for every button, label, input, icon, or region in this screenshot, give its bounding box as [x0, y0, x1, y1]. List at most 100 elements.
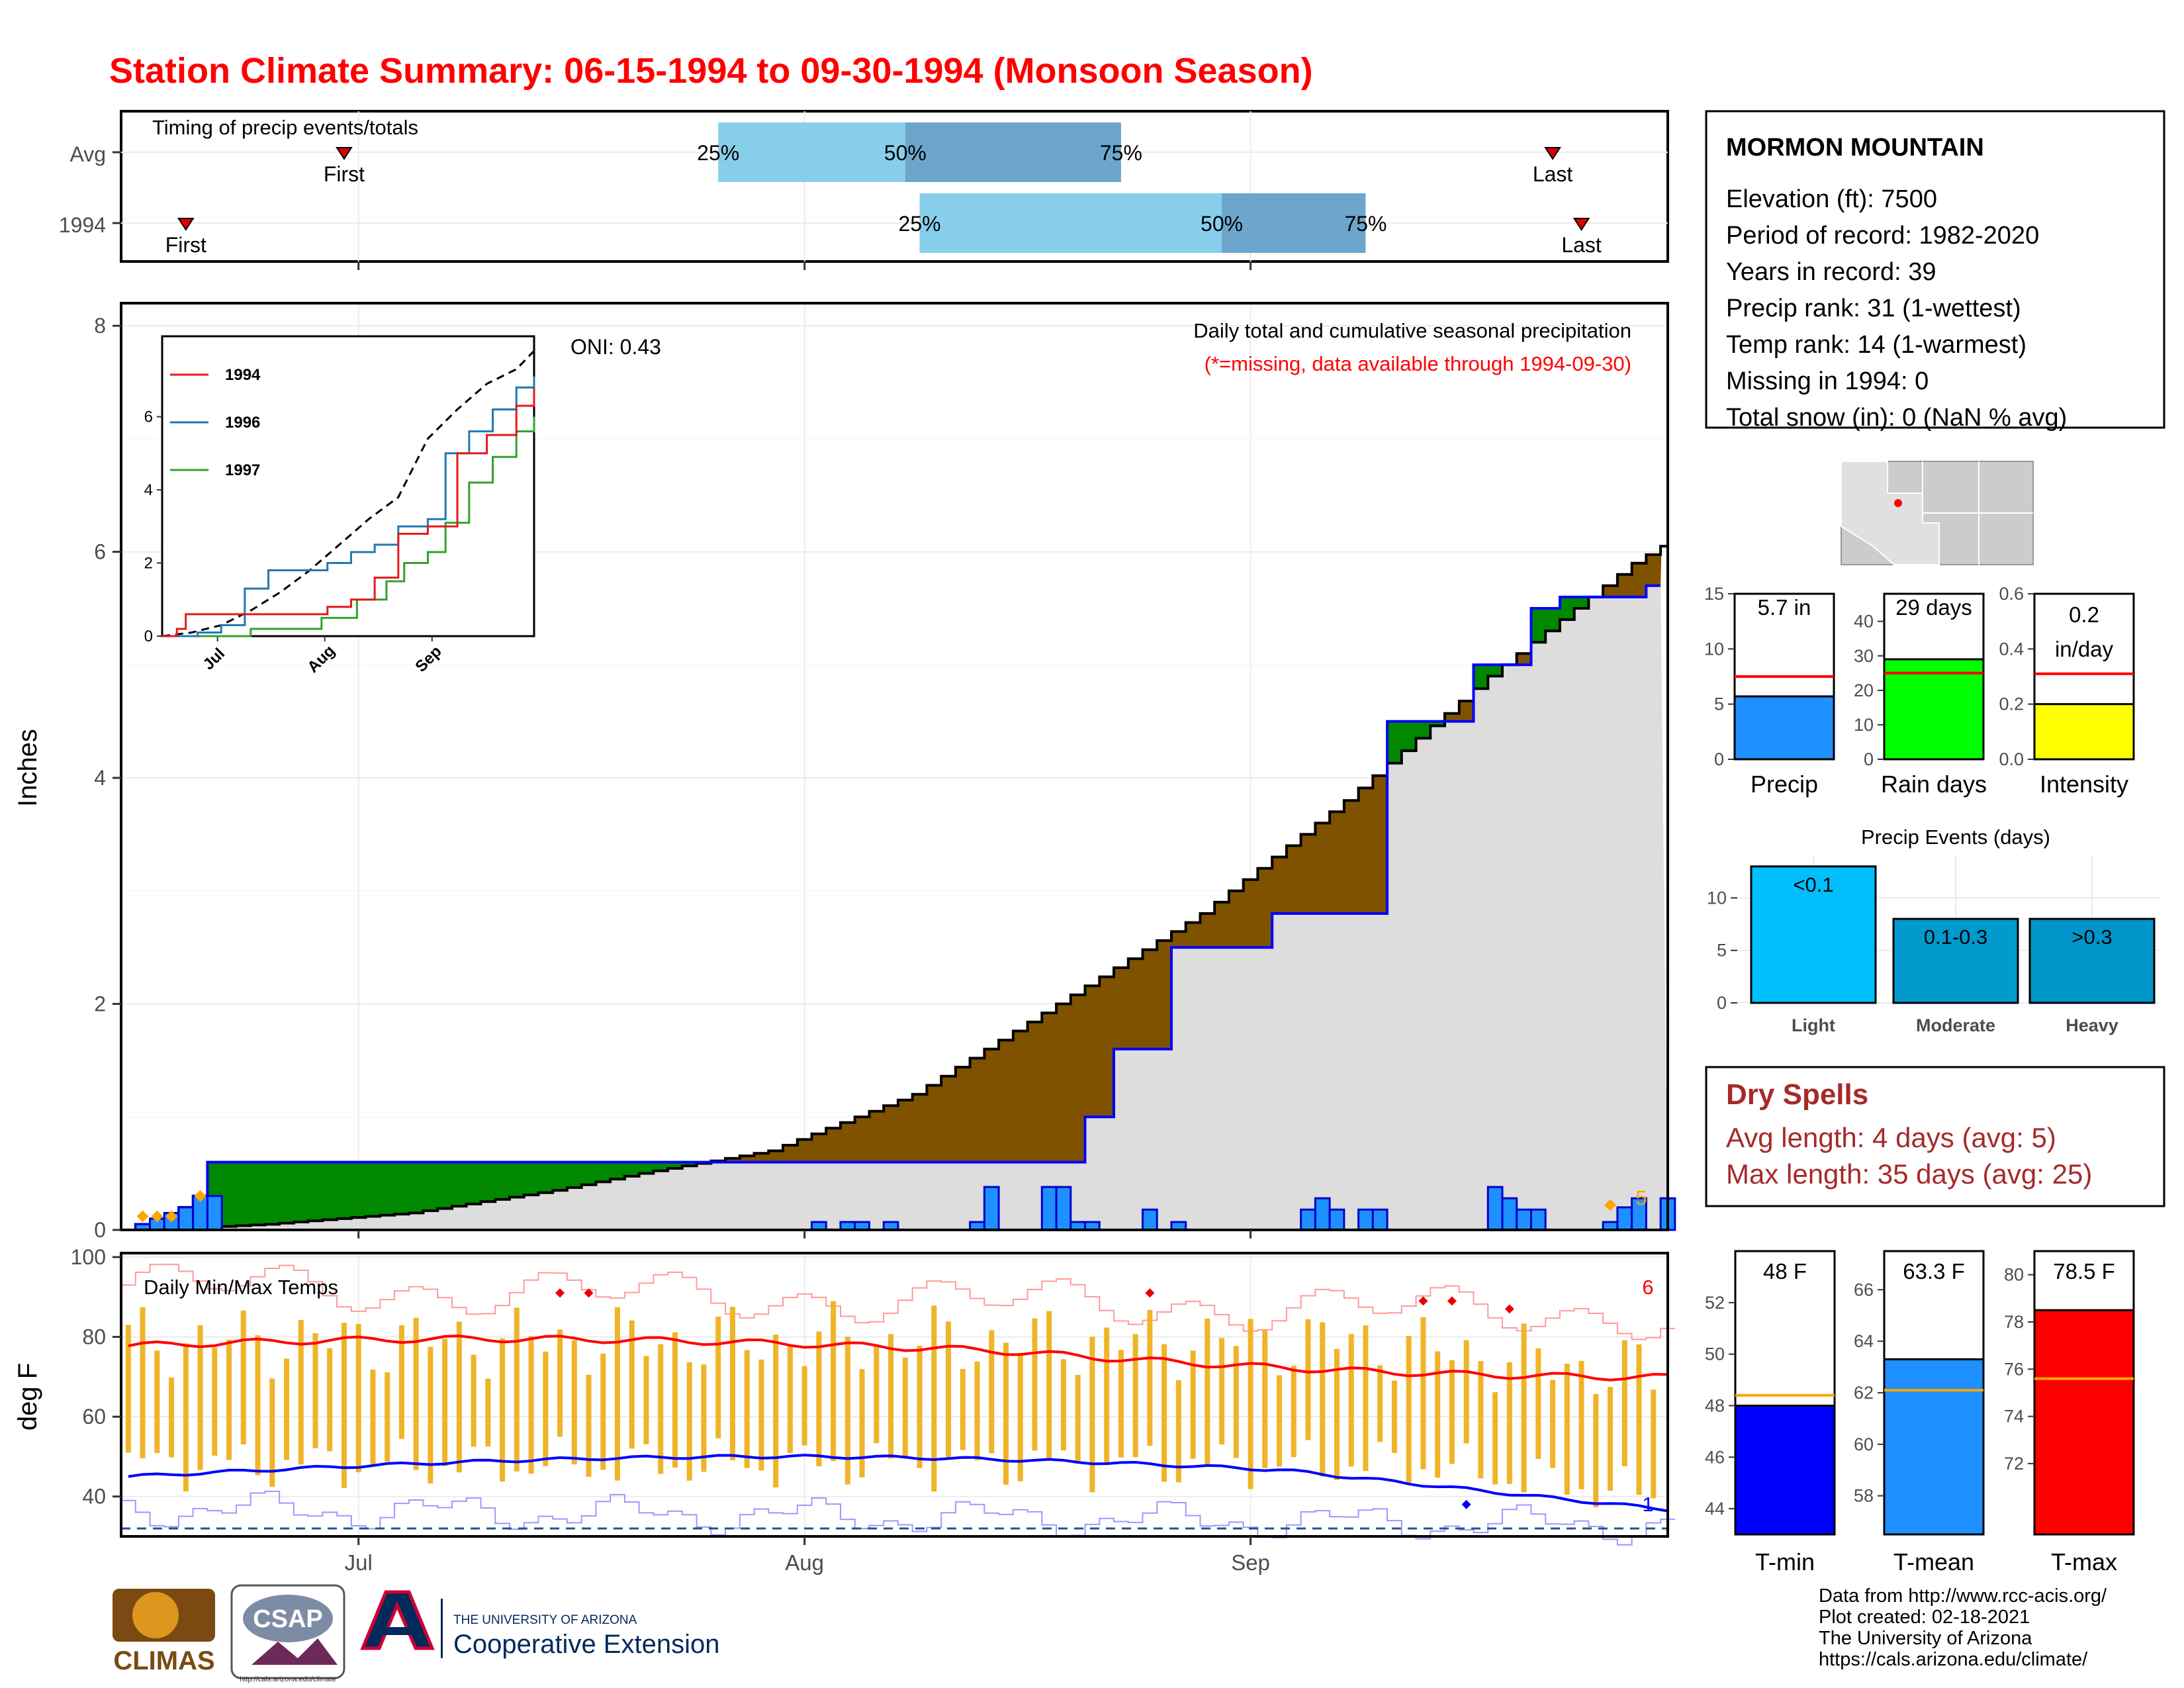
temp-bar-tick-label: 50 [1705, 1344, 1725, 1364]
temp-y-tick-label: 40 [82, 1485, 106, 1509]
daily-precip-bar [206, 1195, 223, 1231]
mini-bar-chart-intensity: 0.0 0.2 0.4 0.6 0.2 in/day Intensity [1999, 584, 2135, 798]
temp-y-label: deg F [13, 1363, 42, 1430]
daily-temp-bar [557, 1329, 563, 1437]
temp-bar-chart-t-max: 72 74 76 78 80 78.5 F T-max [2004, 1250, 2135, 1575]
daily-temp-bar [385, 1372, 390, 1462]
footer-line-1: Data from http://www.rcc-acis.org/ [1819, 1585, 2107, 1607]
daily-temp-bar [1478, 1361, 1484, 1479]
daily-temp-bar [859, 1369, 865, 1477]
dry-spells-max: Max length: 35 days (avg: 25) [1726, 1158, 2092, 1190]
observed-cumulative-line [121, 584, 1661, 1231]
temp-y-tick-label: 60 [82, 1405, 106, 1429]
daily-temp-bar [1190, 1350, 1196, 1459]
event-bar-label: >0.3 [2071, 925, 2112, 949]
inset-legend-label: 1997 [225, 461, 260, 479]
month-label: Sep [1231, 1550, 1270, 1575]
daily-temp-bar [672, 1332, 678, 1468]
daily-temp-bar [701, 1364, 707, 1472]
daily-temp-bar [1104, 1327, 1110, 1465]
daily-temp-bar [125, 1325, 131, 1453]
temp-bar-tick-label: 66 [1854, 1280, 1874, 1299]
timing-last-marker [1572, 218, 1590, 231]
mini-bar-tick-label: 0.0 [1999, 749, 2024, 769]
locator-map [1841, 461, 2034, 565]
daily-temp-bar [816, 1331, 822, 1467]
daily-temp-bar [1377, 1365, 1383, 1442]
daily-temp-bar [1406, 1336, 1412, 1483]
daily-temp-bar [1132, 1334, 1138, 1458]
dry-spells-avg: Avg length: 4 days (avg: 5) [1726, 1122, 2056, 1153]
events-tick-label: 5 [1717, 941, 1727, 961]
daily-temp-bar [543, 1351, 549, 1466]
station-location-dot [1894, 499, 1902, 507]
daily-temp-bar [1391, 1380, 1397, 1453]
daily-temp-bar [355, 1324, 361, 1473]
csap-logo-url: http://cals.arizona.edu/climate [240, 1675, 336, 1683]
daily-temp-bar [1506, 1362, 1512, 1484]
timing-bar-50-75 [905, 122, 1121, 182]
daily-temp-bar [442, 1338, 448, 1466]
event-category-label: Moderate [1916, 1015, 1995, 1035]
station-info-box: MORMON MOUNTAIN Elevation (ft): 7500 Per… [1705, 110, 2165, 432]
precip-y-tick-label: 2 [94, 992, 106, 1016]
daily-precip-bar [1486, 1186, 1504, 1231]
daily-temp-bar [327, 1348, 333, 1452]
daily-temp-bar [428, 1346, 433, 1484]
daily-temp-bar [197, 1325, 203, 1470]
daily-temp-bar [615, 1307, 621, 1481]
events-tick-label: 0 [1717, 993, 1727, 1013]
avg-cumulative-line [121, 545, 1668, 1231]
temp-bar-value [1883, 1358, 1985, 1536]
precip-y-tick-label: 8 [94, 314, 106, 338]
record-high-line [121, 1264, 1675, 1340]
daily-temp-bar [1334, 1348, 1340, 1480]
precip-y-tick-label: 6 [94, 540, 106, 564]
timing-row-avg-label: Avg [69, 142, 106, 166]
daily-temp-bar [1175, 1380, 1181, 1483]
daily-temp-bar [801, 1366, 807, 1446]
month-axis-labels: Jul Aug Sep [345, 1536, 1270, 1575]
daily-temp-bar [931, 1305, 937, 1492]
station-snow: Total snow (in): 0 (NaN % avg) [1726, 404, 2067, 432]
mini-bar-tick-label: 10 [1854, 715, 1874, 735]
mini-bar-tick-label: 30 [1854, 646, 1874, 666]
mini-bar-tick-label: 15 [1704, 584, 1724, 604]
daily-temp-bar [902, 1358, 908, 1459]
precip-panel: 0 2 4 6 8 Inches Daily total and cumulative … [13, 302, 1676, 1242]
inset-1996-line [162, 376, 535, 637]
daily-temp-bar [831, 1301, 837, 1462]
timing-first-marker [177, 218, 195, 231]
daily-temp-bar [1521, 1323, 1527, 1493]
mini-bar-chart-rain-days: 0 10 20 30 40 29 days Rain days [1854, 592, 1987, 798]
daily-precip-bar [1328, 1208, 1345, 1231]
daily-temp-bar [1593, 1393, 1599, 1507]
event-bar-moderate [1892, 917, 2019, 1004]
mini-bar-value-unit: in/day [2055, 637, 2114, 661]
event-bar-label: 0.1-0.3 [1924, 925, 1988, 949]
timing-first-label: First [324, 162, 365, 186]
temp-bar-tick-label: 80 [2004, 1265, 2024, 1285]
timing-row-1994-label: 1994 [59, 213, 106, 237]
daily-temp-bar [1017, 1352, 1023, 1481]
footer-line-4: https://cals.arizona.edu/climate/ [1819, 1649, 2088, 1670]
daily-temp-bar [1636, 1344, 1642, 1495]
daily-temp-bar [1492, 1392, 1498, 1485]
mini-bar-tick-label: 0.6 [1999, 584, 2024, 604]
mini-bar-value-label: 29 days [1895, 595, 1972, 620]
daily-temp-bar [1420, 1317, 1426, 1470]
temp-bar-tick-label: 64 [1854, 1331, 1874, 1351]
timing-bar-25-50 [919, 193, 1222, 253]
csap-logo: CSAP http://cals.arizona.edu/climate [230, 1584, 345, 1683]
daily-precip-bar [1529, 1208, 1547, 1231]
daily-temp-bar [874, 1346, 880, 1444]
ua-logo-big: Cooperative Extension [453, 1630, 719, 1659]
daily-temp-bar [974, 1361, 980, 1461]
daily-temp-bar [212, 1347, 218, 1456]
daily-temp-bar [960, 1369, 966, 1450]
temp-title: Daily Min/Max Temps [144, 1276, 338, 1299]
daily-temp-bar [456, 1321, 462, 1473]
mini-bar-value [2033, 703, 2135, 761]
